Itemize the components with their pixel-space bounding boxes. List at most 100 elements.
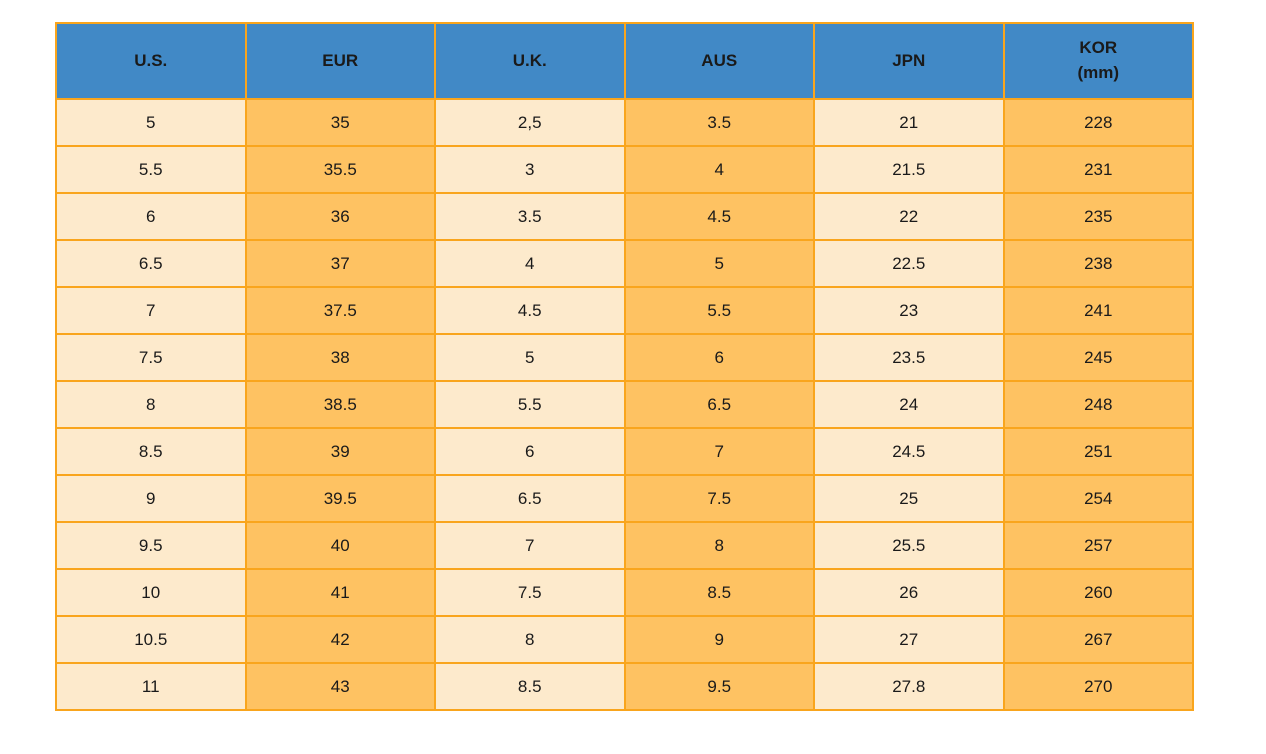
table-cell-aus: 4.5: [623, 192, 815, 241]
table-cell-jpn: 21: [813, 98, 1005, 147]
column-header-jpn: JPN: [813, 22, 1005, 100]
table-cell-jpn: 22: [813, 192, 1005, 241]
shoe-size-conversion-table: U.S. EUR U.K. AUS JPN KOR (mm) 5 35 2,5 3.5 21 228 5…: [55, 22, 1194, 711]
table-cell-us: 8: [55, 380, 247, 429]
table-cell-jpn: 26: [813, 568, 1005, 617]
table-cell-us: 10: [55, 568, 247, 617]
table-cell-us: 10.5: [55, 615, 247, 664]
table-cell-uk: 7.5: [434, 568, 626, 617]
table-cell-eur: 39.5: [244, 474, 436, 523]
table-cell-uk: 8.5: [434, 662, 626, 711]
table-cell-us: 11: [55, 662, 247, 711]
table-cell-uk: 5.5: [434, 380, 626, 429]
table-cell-uk: 4.5: [434, 286, 626, 335]
table-cell-aus: 5: [623, 239, 815, 288]
column-header-eur: EUR: [244, 22, 436, 100]
table-cell-jpn: 22.5: [813, 239, 1005, 288]
table-cell-eur: 35.5: [244, 145, 436, 194]
table-cell-jpn: 25.5: [813, 521, 1005, 570]
column-header-label: KOR: [1079, 38, 1118, 58]
table-cell-eur: 43: [244, 662, 436, 711]
table-row: 7.5 38 5 6 23.5 245: [55, 333, 1194, 382]
table-cell-kor: 235: [1002, 192, 1194, 241]
column-header-label: AUS: [701, 50, 738, 70]
table-cell-aus: 4: [623, 145, 815, 194]
table-cell-eur: 37: [244, 239, 436, 288]
table-cell-eur: 41: [244, 568, 436, 617]
table-cell-uk: 2,5: [434, 98, 626, 147]
table-row: 6.5 37 4 5 22.5 238: [55, 239, 1194, 288]
table-row: 9.5 40 7 8 25.5 257: [55, 521, 1194, 570]
table-cell-kor: 245: [1002, 333, 1194, 382]
table-header: U.S. EUR U.K. AUS JPN KOR (mm): [55, 22, 1194, 100]
table-cell-aus: 5.5: [623, 286, 815, 335]
table-cell-kor: 241: [1002, 286, 1194, 335]
table-cell-kor: 254: [1002, 474, 1194, 523]
table-cell-uk: 8: [434, 615, 626, 664]
table-row: 9 39.5 6.5 7.5 25 254: [55, 474, 1194, 523]
column-header-us: U.S.: [55, 22, 247, 100]
table-cell-eur: 37.5: [244, 286, 436, 335]
column-header-label: U.K.: [512, 50, 547, 70]
table-cell-kor: 260: [1002, 568, 1194, 617]
table-cell-us: 8.5: [55, 427, 247, 476]
table-cell-eur: 40: [244, 521, 436, 570]
table-cell-aus: 8: [623, 521, 815, 570]
table-cell-kor: 267: [1002, 615, 1194, 664]
table-cell-jpn: 24.5: [813, 427, 1005, 476]
table-row: 5.5 35.5 3 4 21.5 231: [55, 145, 1194, 194]
table-cell-uk: 3: [434, 145, 626, 194]
table-cell-us: 9: [55, 474, 247, 523]
table-cell-jpn: 25: [813, 474, 1005, 523]
table-cell-jpn: 27.8: [813, 662, 1005, 711]
table-cell-us: 7: [55, 286, 247, 335]
table-cell-kor: 251: [1002, 427, 1194, 476]
table-cell-eur: 35: [244, 98, 436, 147]
table-cell-uk: 7: [434, 521, 626, 570]
table-row: 11 43 8.5 9.5 27.8 270: [55, 662, 1194, 711]
table-cell-uk: 5: [434, 333, 626, 382]
table-cell-aus: 8.5: [623, 568, 815, 617]
table-row: 6 36 3.5 4.5 22 235: [55, 192, 1194, 241]
table-cell-kor: 257: [1002, 521, 1194, 570]
table-cell-uk: 3.5: [434, 192, 626, 241]
table-cell-us: 5.5: [55, 145, 247, 194]
column-header-kor: KOR (mm): [1002, 22, 1194, 100]
table-cell-jpn: 21.5: [813, 145, 1005, 194]
table-cell-us: 5: [55, 98, 247, 147]
table-cell-aus: 7: [623, 427, 815, 476]
table-cell-us: 6: [55, 192, 247, 241]
table-cell-eur: 42: [244, 615, 436, 664]
table-cell-eur: 38: [244, 333, 436, 382]
table-cell-jpn: 24: [813, 380, 1005, 429]
table-cell-jpn: 27: [813, 615, 1005, 664]
table-cell-us: 9.5: [55, 521, 247, 570]
table-cell-jpn: 23: [813, 286, 1005, 335]
table-body: 5 35 2,5 3.5 21 228 5.5 35.5 3 4 21.5 231 6 36 3.5 4.5 2…: [55, 98, 1194, 711]
table-cell-kor: 248: [1002, 380, 1194, 429]
table-cell-kor: 238: [1002, 239, 1194, 288]
table-cell-us: 6.5: [55, 239, 247, 288]
table-cell-us: 7.5: [55, 333, 247, 382]
column-header-aus: AUS: [623, 22, 815, 100]
table-cell-aus: 9.5: [623, 662, 815, 711]
column-header-label: U.S.: [134, 50, 168, 70]
table-cell-eur: 38.5: [244, 380, 436, 429]
table-cell-kor: 228: [1002, 98, 1194, 147]
table-cell-aus: 9: [623, 615, 815, 664]
column-header-uk: U.K.: [434, 22, 626, 100]
table-row: 7 37.5 4.5 5.5 23 241: [55, 286, 1194, 335]
table-row: 10.5 42 8 9 27 267: [55, 615, 1194, 664]
table-cell-uk: 4: [434, 239, 626, 288]
table-cell-uk: 6: [434, 427, 626, 476]
column-header-label: JPN: [892, 50, 926, 70]
table-cell-aus: 3.5: [623, 98, 815, 147]
header-row: U.S. EUR U.K. AUS JPN KOR (mm): [55, 22, 1194, 100]
table-row: 8 38.5 5.5 6.5 24 248: [55, 380, 1194, 429]
table-row: 5 35 2,5 3.5 21 228: [55, 98, 1194, 147]
table-cell-jpn: 23.5: [813, 333, 1005, 382]
table-cell-kor: 270: [1002, 662, 1194, 711]
table-row: 10 41 7.5 8.5 26 260: [55, 568, 1194, 617]
table-cell-eur: 36: [244, 192, 436, 241]
